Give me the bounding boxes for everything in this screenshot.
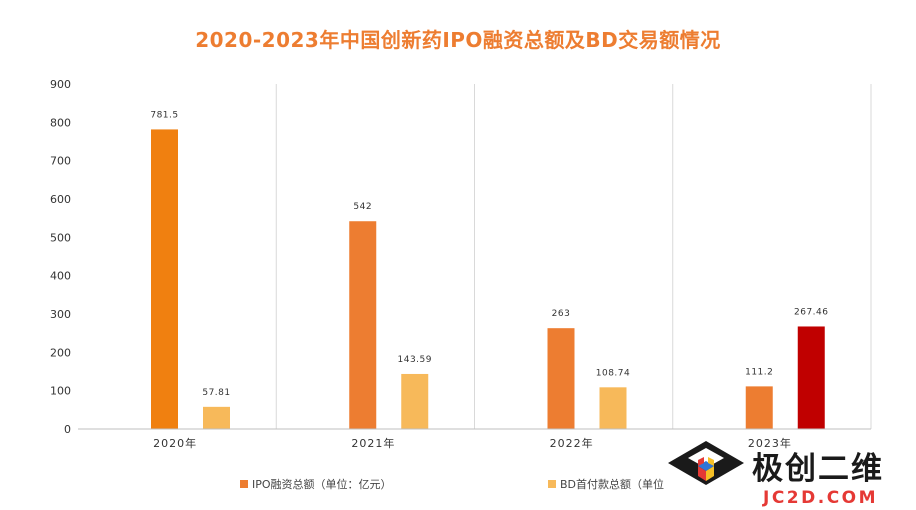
legend-label: BD首付款总额（单位 [560, 477, 664, 491]
y-tick-label: 200 [50, 346, 71, 359]
y-tick-label: 500 [50, 231, 71, 244]
data-label: 267.46 [794, 307, 829, 317]
bar-ipo [547, 328, 575, 429]
y-tick-label: 100 [50, 385, 71, 398]
watermark-url: JC2D.COM [762, 488, 878, 508]
plot-area: 0 100 200 300 400 500 600 700 800 900 781.5 542 263 1… [50, 78, 872, 450]
data-label: 542 [353, 202, 372, 212]
y-tick-label: 700 [50, 155, 71, 168]
data-label: 108.74 [596, 368, 631, 378]
cube-logo-icon [668, 441, 744, 485]
chart-title: 2020-2023年中国创新药IPO融资总额及BD交易额情况 [195, 28, 721, 52]
legend-label: IPO融资总额（单位：亿元） [252, 477, 392, 491]
bar-ipo [745, 386, 773, 429]
bar-ipo [151, 129, 178, 430]
legend-swatch [240, 480, 248, 488]
watermark: 极创二维 JC2D.COM [668, 441, 884, 508]
y-tick-label: 600 [50, 193, 71, 206]
data-label: 57.81 [202, 388, 230, 398]
bar-bd [599, 387, 627, 429]
data-label: 143.59 [398, 355, 433, 365]
data-label: 111.2 [745, 367, 773, 377]
y-tick-label: 0 [64, 423, 71, 436]
bar-bd [797, 326, 825, 429]
legend-swatch [548, 480, 556, 488]
data-label: 263 [552, 309, 571, 319]
y-tick-label: 300 [50, 308, 71, 321]
x-tick-label: 2023年 [748, 436, 792, 450]
watermark-brand: 极创二维 [752, 451, 884, 487]
x-tick-label: 2020年 [153, 436, 197, 450]
bar-bd [203, 406, 230, 429]
y-tick-label: 900 [50, 78, 71, 91]
legend: IPO融资总额（单位：亿元） BD首付款总额（单位 [240, 477, 664, 491]
bar-bd [401, 373, 429, 429]
y-tick-label: 800 [50, 116, 71, 129]
x-tick-label: 2021年 [351, 436, 395, 450]
bar-ipo [349, 221, 377, 429]
y-tick-label: 400 [50, 270, 71, 283]
x-tick-label: 2022年 [550, 436, 594, 450]
data-label: 781.5 [150, 110, 178, 120]
